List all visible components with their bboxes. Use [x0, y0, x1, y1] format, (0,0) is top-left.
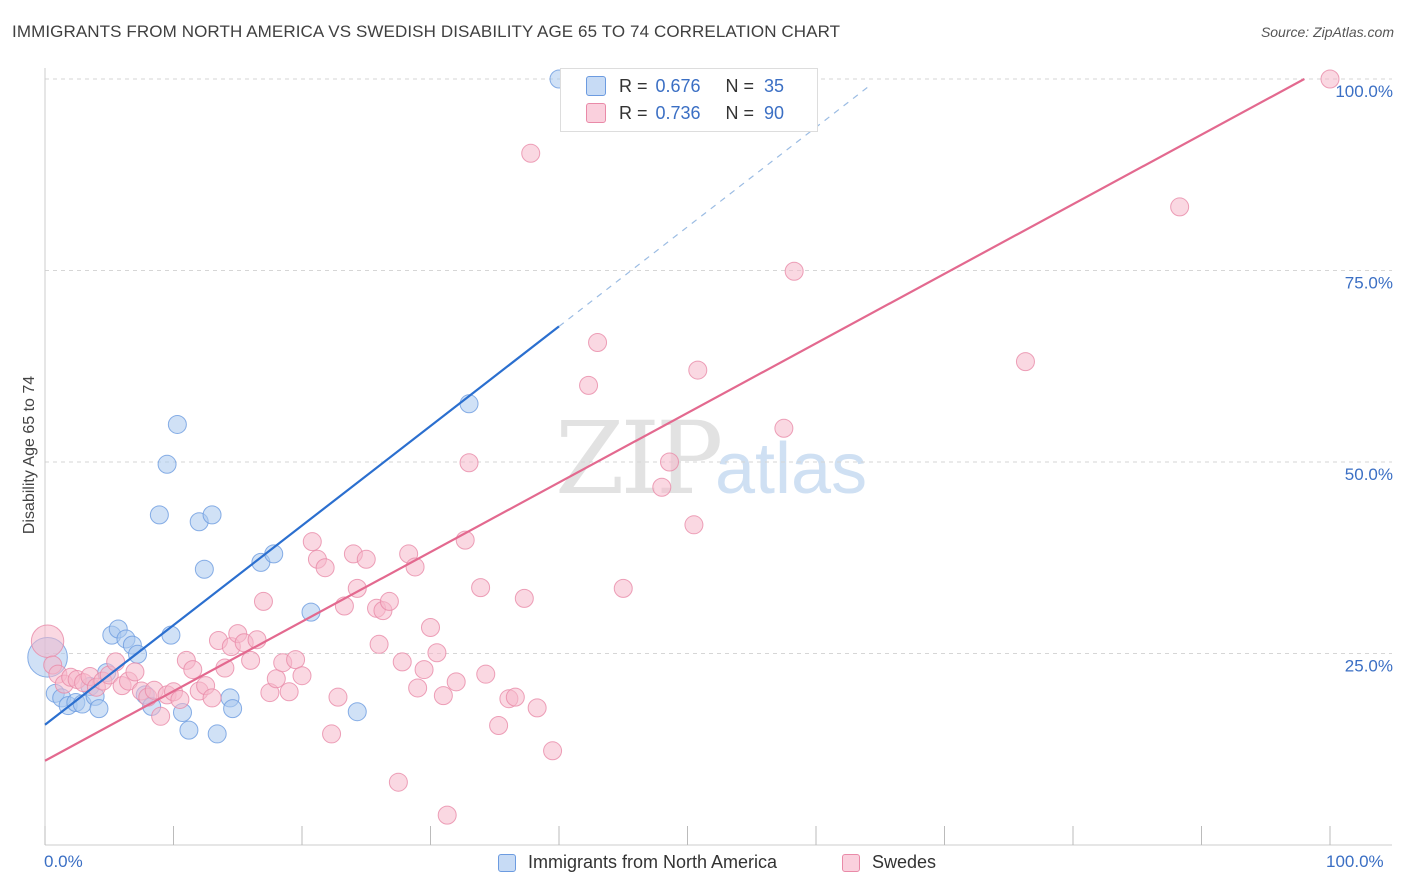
- point-swedes: [315, 558, 335, 578]
- point-swedes: [489, 716, 509, 736]
- swatch-immigrants: [586, 76, 606, 96]
- legend-swatch-immigrants: [498, 853, 516, 872]
- point-swedes: [1015, 352, 1035, 372]
- point-swedes: [613, 578, 633, 598]
- watermark-zip: ZIP: [555, 400, 723, 517]
- y-tick-label-75: 75.0%: [1345, 274, 1393, 293]
- point-swedes: [684, 515, 704, 535]
- trend-line-swedes: [44, 78, 1305, 762]
- point-swedes: [579, 375, 599, 395]
- trend-line-immigrants: [44, 325, 560, 726]
- point-immigrants: [202, 505, 222, 525]
- r-value: 0.676: [655, 75, 701, 96]
- point-swedes: [322, 724, 342, 744]
- point-swedes: [471, 578, 491, 598]
- point-swedes: [588, 333, 608, 353]
- point-swedes: [286, 650, 306, 670]
- n-value: 35: [764, 75, 785, 96]
- point-swedes: [446, 672, 466, 692]
- point-swedes: [414, 660, 434, 680]
- stats-legend: R = 0.676 N = 35 R = 0.736 N = 90: [560, 68, 818, 132]
- r-label: R =: [619, 75, 648, 96]
- point-swedes: [1320, 69, 1340, 89]
- point-swedes: [388, 772, 408, 792]
- point-swedes: [408, 678, 428, 698]
- legend-swatch-swedes: [842, 853, 860, 872]
- x-tick-label-max: 100.0%: [1326, 852, 1384, 871]
- point-swedes: [459, 453, 479, 473]
- point-swedes: [379, 591, 399, 611]
- point-immigrants: [194, 559, 214, 579]
- point-swedes: [784, 261, 804, 281]
- point-immigrants: [157, 454, 177, 474]
- point-swedes: [427, 643, 447, 663]
- point-swedes: [437, 805, 457, 825]
- point-swedes: [688, 360, 708, 380]
- point-swedes: [774, 418, 794, 438]
- watermark-atlas: atlas: [715, 429, 868, 509]
- chart-title: IMMIGRANTS FROM NORTH AMERICA VS SWEDISH…: [12, 22, 841, 41]
- point-immigrants: [179, 720, 199, 740]
- swatch-swedes: [586, 103, 606, 123]
- legend-item-immigrants[interactable]: Immigrants from North America: [498, 852, 777, 873]
- bottom-legend: Immigrants from North America Swedes: [0, 852, 1406, 878]
- point-swedes: [543, 741, 563, 761]
- point-immigrants: [89, 699, 109, 719]
- legend-item-swedes[interactable]: Swedes: [842, 852, 936, 873]
- y-tick-label-50: 50.0%: [1345, 465, 1393, 484]
- point-immigrants: [149, 505, 169, 525]
- y-tick-label-100: 100.0%: [1335, 82, 1393, 101]
- point-swedes: [652, 477, 672, 497]
- legend-label-swedes: Swedes: [872, 852, 937, 872]
- point-swedes: [514, 588, 534, 608]
- point-swedes: [392, 652, 412, 672]
- point-swedes: [106, 652, 126, 672]
- n-label: N =: [725, 102, 755, 123]
- point-swedes: [241, 650, 261, 670]
- point-swedes: [328, 687, 348, 707]
- point-swedes: [369, 634, 389, 654]
- point-swedes: [30, 624, 65, 658]
- point-swedes: [421, 617, 440, 637]
- point-swedes: [279, 682, 299, 702]
- point-swedes: [433, 686, 453, 706]
- point-swedes: [356, 549, 376, 569]
- y-tick-label-25: 25.0%: [1345, 657, 1393, 676]
- point-swedes: [302, 532, 322, 552]
- point-swedes: [266, 669, 286, 689]
- point-swedes: [521, 143, 541, 163]
- point-swedes: [292, 666, 312, 686]
- point-immigrants: [207, 724, 227, 744]
- stats-row-swedes: R = 0.736 N = 90: [586, 101, 785, 125]
- point-immigrants: [347, 702, 367, 722]
- point-immigrants: [223, 699, 243, 719]
- point-swedes: [1170, 197, 1190, 217]
- point-swedes: [202, 688, 222, 708]
- r-value: 0.736: [655, 102, 701, 123]
- point-immigrants: [167, 414, 187, 434]
- x-tick-label-min: 0.0%: [44, 852, 83, 871]
- point-swedes: [183, 660, 203, 680]
- point-swedes: [215, 658, 235, 678]
- point-swedes: [125, 662, 145, 682]
- n-value: 90: [764, 102, 785, 123]
- point-swedes: [151, 706, 171, 726]
- legend-label-immigrants: Immigrants from North America: [528, 852, 778, 872]
- point-swedes: [170, 689, 190, 709]
- stats-row-immigrants: R = 0.676 N = 35: [586, 74, 785, 98]
- point-swedes: [660, 452, 680, 472]
- point-swedes: [505, 687, 525, 707]
- point-swedes: [527, 698, 547, 718]
- point-swedes: [476, 664, 496, 684]
- point-immigrants: [161, 625, 181, 645]
- r-label: R =: [619, 102, 648, 123]
- source-label: Source: ZipAtlas.com: [1260, 24, 1394, 40]
- point-swedes: [253, 591, 273, 611]
- n-label: N =: [725, 75, 755, 96]
